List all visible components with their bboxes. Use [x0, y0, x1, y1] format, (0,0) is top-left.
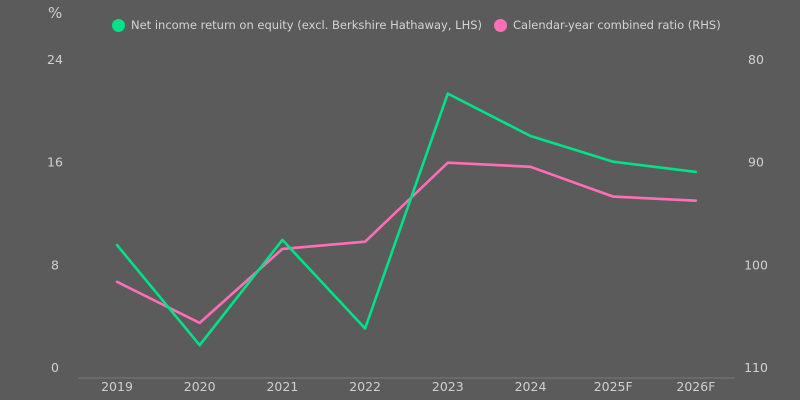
right-axis-tick-label: 110 — [744, 360, 768, 375]
series-line-combined-ratio — [115, 161, 698, 325]
legend-item-combined-ratio: Calendar-year combined ratio (RHS) — [494, 18, 721, 32]
x-axis-tick-label: 2025F — [594, 379, 633, 394]
x-axis-tick-label: 2023 — [432, 379, 464, 394]
right-axis-tick-label: 100 — [744, 257, 768, 272]
x-axis-tick-label: 2022 — [349, 379, 381, 394]
legend: Net income return on equity (excl. Berks… — [112, 18, 733, 32]
series-line-roe — [115, 92, 698, 347]
legend-swatch-combined-ratio — [494, 18, 508, 32]
x-axis-tick-label: 2026F — [676, 379, 715, 394]
left-axis-tick-label: 16 — [47, 155, 63, 170]
left-axis-tick-label: 0 — [51, 360, 59, 375]
left-axis-unit-label: % — [48, 4, 63, 22]
legend-item-roe: Net income return on equity (excl. Berks… — [112, 18, 482, 32]
x-axis-tick-label: 2021 — [266, 379, 298, 394]
right-axis-tick-label: 90 — [748, 155, 764, 170]
right-axis-tick-label: 80 — [748, 52, 764, 67]
legend-label-combined-ratio: Calendar-year combined ratio (RHS) — [513, 18, 721, 32]
x-axis-tick-label: 2019 — [101, 379, 133, 394]
legend-label-roe: Net income return on equity (excl. Berks… — [131, 18, 483, 32]
left-axis-tick-label: 24 — [47, 52, 63, 67]
x-axis-tick-label: 2020 — [184, 379, 216, 394]
left-axis-tick-label: 8 — [51, 257, 59, 272]
legend-swatch-roe — [112, 18, 125, 32]
x-axis-tick-label: 2024 — [515, 379, 547, 394]
